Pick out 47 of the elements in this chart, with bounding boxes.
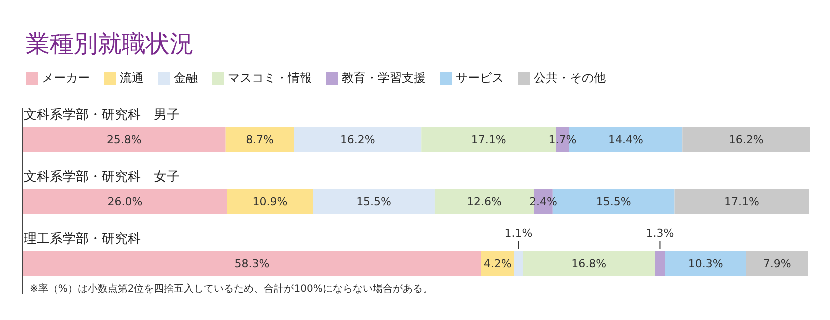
data-label: 26.0% xyxy=(108,196,143,208)
bar xyxy=(655,251,666,276)
bar xyxy=(23,251,482,276)
data-label: 14.4% xyxy=(608,134,644,146)
y-tick-label: 文科系学部・研究科 女子 xyxy=(24,170,180,185)
legend-label: 公共・その他 xyxy=(534,70,606,87)
data-label: 16.2% xyxy=(728,134,764,146)
data-label: 17.1% xyxy=(724,196,760,208)
data-label: 2.4% xyxy=(529,196,558,208)
data-label: 16.2% xyxy=(340,134,376,146)
data-label: 15.5% xyxy=(596,196,632,208)
data-label: 16.8% xyxy=(572,258,607,270)
data-label: 25.8% xyxy=(106,134,142,146)
bar xyxy=(313,189,435,214)
bar xyxy=(674,189,810,214)
data-label: 1.7% xyxy=(548,134,577,146)
bar xyxy=(523,251,656,276)
legend-label: サービス xyxy=(456,70,504,87)
legend-label: 金融 xyxy=(174,70,198,87)
data-label: 4.2% xyxy=(484,258,512,270)
bar xyxy=(23,189,228,214)
bar xyxy=(514,251,524,276)
bar xyxy=(227,189,314,214)
bar xyxy=(294,127,422,152)
bar xyxy=(746,251,808,276)
legend-label: 教育・学習支援 xyxy=(342,70,426,87)
data-label: 7.9% xyxy=(763,258,792,270)
data-label: 8.7% xyxy=(246,134,274,146)
data-label: 15.5% xyxy=(356,196,392,208)
bar xyxy=(665,251,746,276)
legend-label: 流通 xyxy=(120,70,144,87)
data-label: 10.9% xyxy=(252,196,288,208)
annotation: ※率（%）は小数点第2位を四捨五入しているため、合計が100%にならない場合がある。 xyxy=(30,282,433,296)
data-label: 1.1% xyxy=(504,227,533,240)
y-tick-label: 理工系学部・研究科 xyxy=(24,232,141,247)
legend-label: メーカー xyxy=(42,70,90,87)
y-tick-label: 文科系学部・研究科 男子 xyxy=(24,108,180,123)
data-label: 58.3% xyxy=(234,258,270,270)
legend-label: マスコミ・情報 xyxy=(228,70,312,87)
chart-title: 業種別就職状況 xyxy=(26,29,194,60)
data-label: 17.1% xyxy=(471,134,506,146)
data-label: 1.3% xyxy=(646,227,674,240)
bar xyxy=(23,127,226,152)
data-label: 10.3% xyxy=(688,258,724,270)
bar xyxy=(682,127,810,152)
bar xyxy=(226,127,294,152)
data-label: 12.6% xyxy=(467,196,502,208)
